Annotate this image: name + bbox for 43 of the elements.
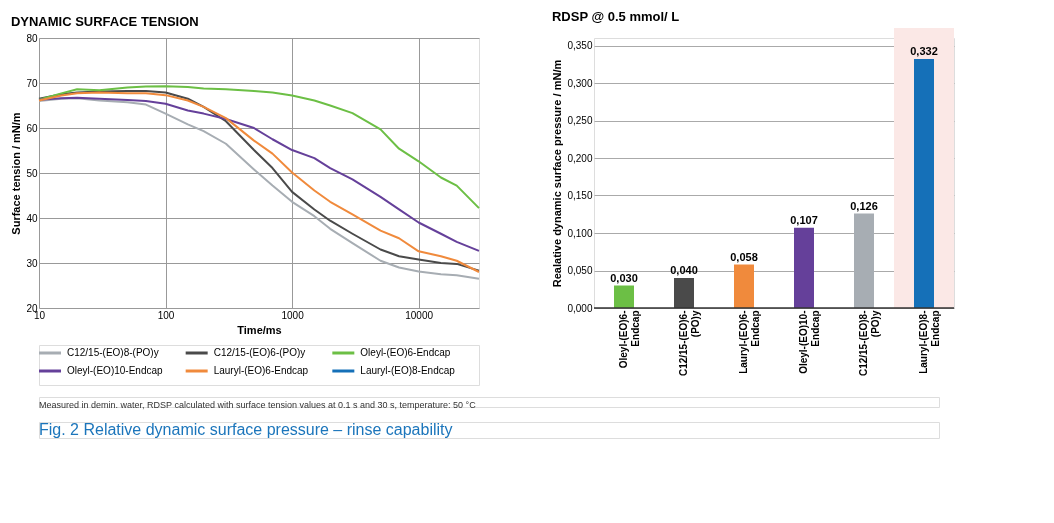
legend-label: Oleyl-(EO)6-Endcap: [360, 347, 451, 358]
data-label: 0,030: [610, 271, 638, 284]
y-tick-label: 0,000: [567, 302, 593, 314]
y-tick-label: 0,100: [567, 227, 593, 239]
x-tick-label: 10000: [405, 309, 434, 321]
x-tick-label: C12/15-(EO)6-(PO)y: [678, 310, 701, 377]
x-tick-label: C12/15-(EO)8-(PO)y: [858, 310, 881, 377]
y-tick-label: 30: [26, 257, 38, 269]
data-label: 0,332: [910, 45, 938, 57]
bar: [674, 278, 694, 308]
bar: [614, 285, 634, 308]
y-tick-label: 40: [26, 212, 38, 224]
y-tick-label: 50: [26, 167, 38, 179]
x-tick-label: Oleyl-(EO)10-Endcap: [798, 310, 821, 374]
y-tick-label: 70: [26, 77, 38, 89]
chart-title: DYNAMIC SURFACE TENSION: [10, 14, 199, 29]
x-tick-label: Lauryl-(EO)8-Endcap: [918, 310, 941, 374]
bar: [734, 264, 754, 308]
y-tick-label: 60: [26, 122, 38, 134]
y-axis-title: Realative dynamic surface pressure / mN/m: [551, 59, 564, 288]
text: Measured in demin. water, RDSP calculated with surface tension values at 0.1 s and 30 s, temperature: 50 °C: [39, 400, 477, 410]
data-label: 0,126: [850, 199, 878, 212]
y-tick-label: 0,300: [567, 77, 593, 89]
y-tick-label: 80: [26, 32, 38, 44]
bar: [794, 227, 814, 308]
legend-label: C12/15-(EO)6-(PO)y: [213, 347, 306, 358]
y-tick-label: 0,200: [567, 152, 593, 164]
x-tick-label: Oleyl-(EO)6-Endcap: [618, 310, 641, 369]
y-tick-label: 0,250: [567, 115, 593, 126]
y-tick-label: 0,050: [567, 265, 593, 276]
y-tick-label: 0,150: [567, 190, 593, 201]
chart-title: RDSP @ 0.5 mmol/ L: [551, 9, 680, 24]
x-tick-label: 100: [157, 309, 175, 321]
x-axis-title: Time/ms: [237, 323, 282, 336]
legend-label: C12/15-(EO)8-(PO)y: [67, 347, 159, 358]
data-label: 0,058: [730, 250, 758, 263]
y-axis-title: Surface tension / mN/m: [10, 112, 23, 235]
x-tick-label: 1000: [281, 309, 305, 321]
data-label: 0,107: [790, 213, 818, 226]
data-label: 0,040: [670, 264, 698, 276]
x-tick-label: Lauryl-(EO)6-Endcap: [738, 310, 761, 374]
caption: Fig. 2 Relative dynamic surface pressure – rinse capability: [39, 421, 453, 438]
y-tick-label: 0,350: [567, 40, 593, 51]
